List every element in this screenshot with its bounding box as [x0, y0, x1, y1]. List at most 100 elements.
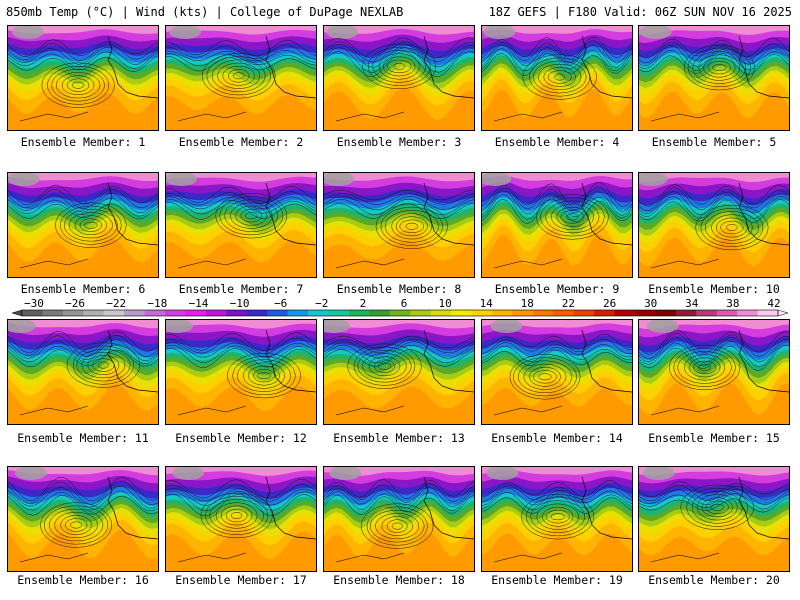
ensemble-panel-13: [323, 319, 475, 425]
temperature-map: [166, 320, 316, 424]
temperature-map: [639, 320, 789, 424]
temperature-map: [166, 467, 316, 571]
temperature-map: [8, 26, 158, 130]
colorbar-swatch: [675, 310, 697, 316]
temperature-map: [8, 320, 158, 424]
colorbar-swatch: [83, 310, 105, 316]
temperature-map: [482, 173, 632, 277]
ensemble-member-label: Ensemble Member: 4: [494, 135, 620, 149]
header-bar: 850mb Temp (°C) | Wind (kts) | College o…: [0, 0, 800, 22]
colorbar-tick-label: −10: [230, 297, 250, 310]
colorbar-tick-label: 14: [480, 297, 494, 310]
ensemble-member-label: Ensemble Member: 15: [648, 431, 780, 445]
colorbar-swatch: [267, 310, 289, 316]
colorbar-swatch: [22, 310, 43, 316]
colorbar-tick-label: −14: [188, 297, 208, 310]
colorbar-tick-label: 42: [767, 297, 780, 310]
ensemble-member-label: Ensemble Member: 9: [494, 282, 620, 296]
colorbar-swatch: [491, 310, 513, 316]
temperature-map: [639, 467, 789, 571]
temperature-map: [482, 467, 632, 571]
temperature-map: [324, 467, 474, 571]
temperature-map: [482, 320, 632, 424]
ensemble-member-label: Ensemble Member: 3: [336, 135, 462, 149]
ensemble-panel-17: [165, 466, 317, 572]
temperature-colorbar: −30 −26 −22 −18 −14 −10 −6 −2 2 6 10 14 18 22 26 30 34 38…: [10, 296, 790, 320]
ensemble-member-label: Ensemble Member: 7: [178, 282, 304, 296]
colorbar-right-arrow: [777, 309, 789, 317]
colorbar-tick-label: 22: [562, 297, 575, 310]
colorbar-swatch: [287, 310, 309, 316]
colorbar-swatch: [430, 310, 452, 316]
colorbar-tick-label: 34: [685, 297, 699, 310]
temperature-map: [166, 173, 316, 277]
colorbar-swatch: [512, 310, 534, 316]
colorbar-swatch: [634, 310, 656, 316]
ensemble-panel-4: [481, 25, 633, 131]
colorbar-swatch: [226, 310, 248, 316]
colorbar-swatch: [757, 310, 779, 316]
colorbar-swatch: [246, 310, 268, 316]
colorbar-tick-label: −18: [147, 297, 167, 310]
ensemble-member-label: Ensemble Member: 5: [651, 135, 777, 149]
ensemble-member-label: Ensemble Member: 18: [333, 573, 465, 587]
ensemble-panel-10: [638, 172, 790, 278]
colorbar-swatch: [471, 310, 493, 316]
ensemble-member-label: Ensemble Member: 11: [17, 431, 149, 445]
ensemble-panel-8: [323, 172, 475, 278]
colorbar-left-arrow: [11, 309, 23, 317]
colorbar-swatch: [594, 310, 615, 316]
colorbar-tick-label: −6: [274, 297, 287, 310]
colorbar-swatch: [614, 310, 636, 316]
colorbar-swatch: [655, 310, 677, 316]
colorbar-swatch: [389, 310, 411, 316]
temperature-map: [166, 26, 316, 130]
ensemble-member-label: Ensemble Member: 1: [20, 135, 146, 149]
ensemble-panel-2: [165, 25, 317, 131]
ensemble-panel-7: [165, 172, 317, 278]
colorbar-tick-label: −26: [65, 297, 85, 310]
ensemble-panel-19: [481, 466, 633, 572]
colorbar-tick-label: −22: [106, 297, 126, 310]
colorbar-swatch: [696, 310, 718, 316]
temperature-map: [482, 26, 632, 130]
colorbar-swatch: [165, 310, 186, 316]
colorbar-swatch: [532, 310, 554, 316]
ensemble-member-label: Ensemble Member: 19: [491, 573, 623, 587]
colorbar-swatch: [573, 310, 595, 316]
colorbar-swatch: [185, 310, 207, 316]
colorbar-tick-label: 18: [521, 297, 534, 310]
colorbar-tick-label: −2: [315, 297, 328, 310]
ensemble-member-label: Ensemble Member: 12: [175, 431, 307, 445]
run-valid-time: 18Z GEFS | F180 Valid: 06Z SUN NOV 16 20…: [488, 5, 792, 19]
colorbar-swatch: [553, 310, 575, 316]
ensemble-panel-20: [638, 466, 790, 572]
colorbar-swatch: [205, 310, 227, 316]
ensemble-member-label: Ensemble Member: 13: [333, 431, 465, 445]
colorbar-tick-label: −30: [24, 297, 44, 310]
ensemble-panel-1: [7, 25, 159, 131]
ensemble-panel-14: [481, 319, 633, 425]
colorbar-swatch: [716, 310, 738, 316]
ensemble-panel-5: [638, 25, 790, 131]
colorbar-swatch: [62, 310, 84, 316]
ensemble-member-label: Ensemble Member: 10: [648, 282, 780, 296]
colorbar-swatch: [737, 310, 758, 316]
colorbar-tick-label: 2: [360, 297, 367, 310]
temperature-map: [8, 467, 158, 571]
ensemble-member-label: Ensemble Member: 14: [491, 431, 623, 445]
ensemble-member-label: Ensemble Member: 16: [17, 573, 149, 587]
ensemble-panel-18: [323, 466, 475, 572]
product-title: 850mb Temp (°C) | Wind (kts) | College o…: [6, 5, 404, 19]
colorbar-tick-label: 30: [644, 297, 657, 310]
ensemble-panel-3: [323, 25, 475, 131]
temperature-map: [8, 173, 158, 277]
colorbar-swatch: [103, 310, 125, 316]
colorbar-tick-label: 10: [438, 297, 451, 310]
temperature-map: [324, 26, 474, 130]
colorbar-swatch: [308, 310, 329, 316]
colorbar-swatch: [124, 310, 145, 316]
colorbar-tick-label: 26: [603, 297, 616, 310]
ensemble-member-label: Ensemble Member: 6: [20, 282, 146, 296]
ensemble-panel-11: [7, 319, 159, 425]
